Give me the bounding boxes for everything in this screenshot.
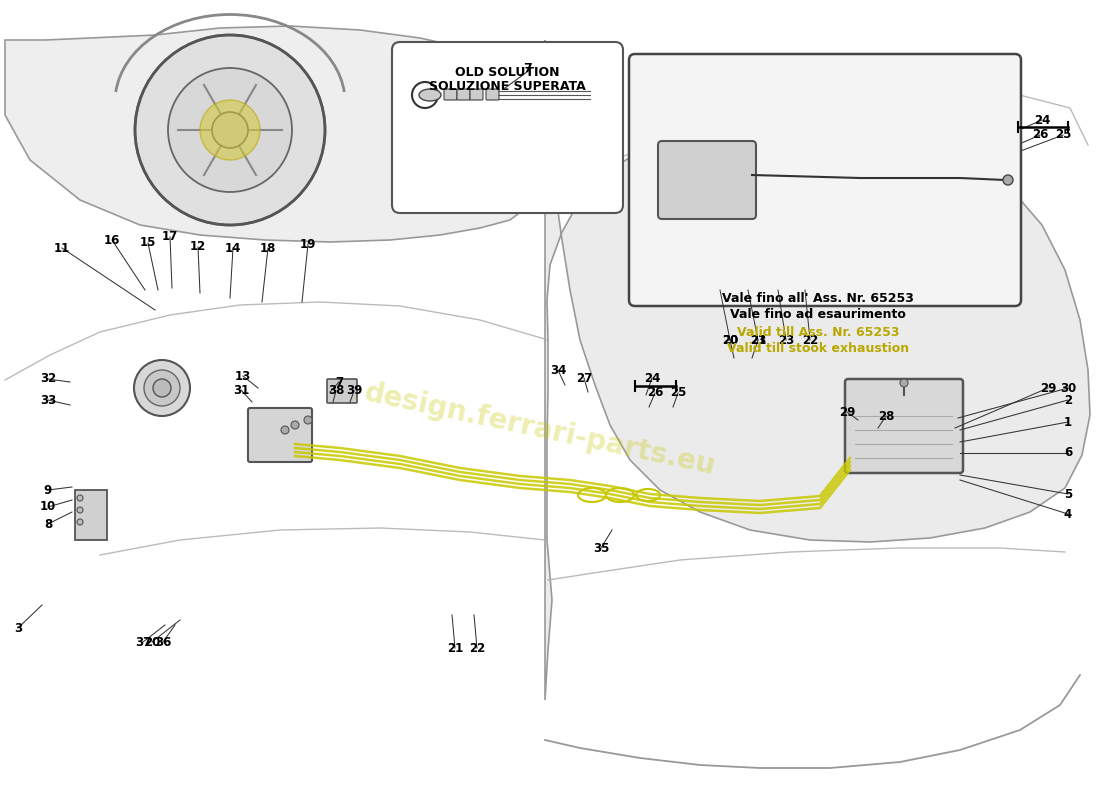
Text: 28: 28	[878, 410, 894, 422]
FancyBboxPatch shape	[248, 408, 312, 462]
Text: 16: 16	[103, 234, 120, 246]
Text: 7: 7	[522, 62, 531, 74]
FancyBboxPatch shape	[392, 42, 623, 213]
Text: 12: 12	[190, 241, 206, 254]
Text: 29: 29	[1040, 382, 1056, 394]
FancyBboxPatch shape	[456, 89, 470, 100]
Text: 9: 9	[44, 483, 52, 497]
Text: SOLUZIONE SUPERATA: SOLUZIONE SUPERATA	[429, 81, 585, 94]
Circle shape	[900, 379, 908, 387]
Text: 36: 36	[155, 635, 172, 649]
Circle shape	[135, 35, 324, 225]
Text: Valid till stook exhaustion: Valid till stook exhaustion	[727, 342, 909, 355]
Circle shape	[77, 507, 82, 513]
Circle shape	[1003, 175, 1013, 185]
Text: 21: 21	[750, 334, 766, 346]
Text: 21: 21	[447, 642, 463, 654]
Circle shape	[153, 379, 170, 397]
Circle shape	[304, 416, 312, 424]
Text: 34: 34	[550, 363, 566, 377]
Circle shape	[134, 360, 190, 416]
Text: 31: 31	[233, 383, 249, 397]
Text: 17: 17	[162, 230, 178, 243]
Circle shape	[144, 370, 180, 406]
Text: 8: 8	[44, 518, 52, 530]
Text: 13: 13	[235, 370, 251, 382]
Text: 27: 27	[576, 371, 592, 385]
Text: 23: 23	[778, 334, 794, 346]
FancyBboxPatch shape	[327, 379, 358, 403]
Text: 22: 22	[469, 642, 485, 654]
Text: 35: 35	[593, 542, 609, 554]
Circle shape	[280, 426, 289, 434]
Text: Valid till Ass. Nr. 65253: Valid till Ass. Nr. 65253	[737, 326, 900, 338]
Text: Vale fino ad esaurimento: Vale fino ad esaurimento	[730, 309, 906, 322]
Circle shape	[212, 112, 248, 148]
Text: 24: 24	[644, 371, 660, 385]
Polygon shape	[544, 40, 1090, 700]
FancyBboxPatch shape	[629, 54, 1021, 306]
Text: 4: 4	[1064, 507, 1072, 521]
Circle shape	[200, 100, 260, 160]
Text: 25: 25	[670, 386, 686, 399]
Text: 5: 5	[1064, 487, 1072, 501]
Text: 23: 23	[750, 334, 766, 346]
FancyBboxPatch shape	[444, 89, 456, 100]
FancyBboxPatch shape	[658, 141, 756, 219]
Ellipse shape	[419, 89, 441, 101]
Text: 10: 10	[40, 501, 56, 514]
Circle shape	[168, 68, 292, 192]
Circle shape	[292, 421, 299, 429]
Text: 3: 3	[14, 622, 22, 634]
Text: 22: 22	[802, 334, 818, 346]
Text: 14: 14	[224, 242, 241, 254]
Text: 15: 15	[140, 237, 156, 250]
Text: 1: 1	[1064, 415, 1072, 429]
Circle shape	[820, 142, 936, 258]
Text: Vale fino all' Ass. Nr. 65253: Vale fino all' Ass. Nr. 65253	[722, 291, 914, 305]
Text: 25: 25	[1055, 129, 1071, 142]
Text: 20: 20	[722, 334, 738, 346]
Polygon shape	[6, 26, 550, 242]
Text: 24: 24	[1034, 114, 1050, 126]
Text: 39: 39	[345, 385, 362, 398]
Text: 32: 32	[40, 373, 56, 386]
Text: 37: 37	[135, 635, 151, 649]
Text: 30: 30	[1060, 382, 1076, 394]
Text: design.ferrari-parts.eu: design.ferrari-parts.eu	[362, 379, 718, 481]
Circle shape	[862, 184, 894, 216]
Circle shape	[77, 519, 82, 525]
Text: 18: 18	[260, 242, 276, 254]
Text: 38: 38	[328, 385, 344, 398]
Circle shape	[790, 112, 966, 288]
Text: 29: 29	[839, 406, 855, 418]
FancyBboxPatch shape	[845, 379, 962, 473]
FancyBboxPatch shape	[75, 490, 107, 540]
FancyBboxPatch shape	[470, 89, 483, 100]
Text: 2: 2	[1064, 394, 1072, 406]
Text: 11: 11	[54, 242, 70, 254]
Text: 7: 7	[334, 375, 343, 389]
Text: 26: 26	[647, 386, 663, 399]
FancyBboxPatch shape	[486, 89, 499, 100]
Text: OLD SOLUTION: OLD SOLUTION	[454, 66, 559, 78]
Text: 33: 33	[40, 394, 56, 406]
Text: 19: 19	[300, 238, 316, 250]
Text: 20: 20	[144, 635, 161, 649]
Text: 26: 26	[1032, 129, 1048, 142]
Text: 20: 20	[722, 334, 738, 346]
Circle shape	[77, 495, 82, 501]
Text: 6: 6	[1064, 446, 1072, 459]
